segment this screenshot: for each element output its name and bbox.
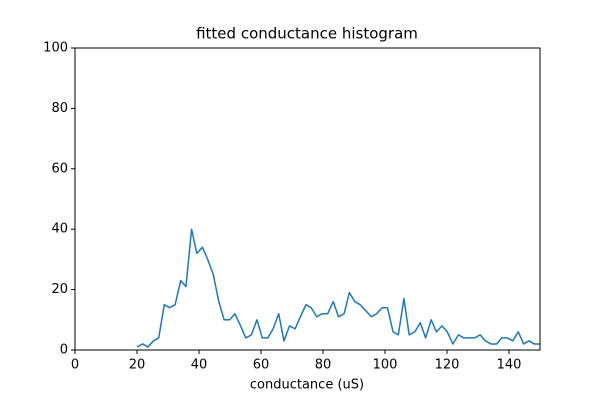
x-tick-label: 20 xyxy=(129,358,146,373)
plot-frame xyxy=(74,47,541,351)
x-tick-label: 60 xyxy=(253,358,270,373)
y-tick-label: 20 xyxy=(51,282,68,297)
y-tick-label: 40 xyxy=(51,222,68,237)
y-tick-label: 0 xyxy=(60,343,68,358)
x-axis-label: conductance (uS) xyxy=(250,378,364,393)
x-tick-label: 120 xyxy=(435,358,460,373)
x-tick-label: 140 xyxy=(497,358,522,373)
y-tick-label: 100 xyxy=(43,41,68,56)
data-line xyxy=(136,228,540,348)
y-tick-label: 60 xyxy=(51,161,68,176)
y-tick-label: 80 xyxy=(51,101,68,116)
chart-title: fitted conductance histogram xyxy=(196,25,418,43)
x-tick-label: 100 xyxy=(373,358,398,373)
x-tick-label: 0 xyxy=(71,358,79,373)
x-tick-label: 80 xyxy=(315,358,332,373)
x-tick-label: 40 xyxy=(191,358,208,373)
